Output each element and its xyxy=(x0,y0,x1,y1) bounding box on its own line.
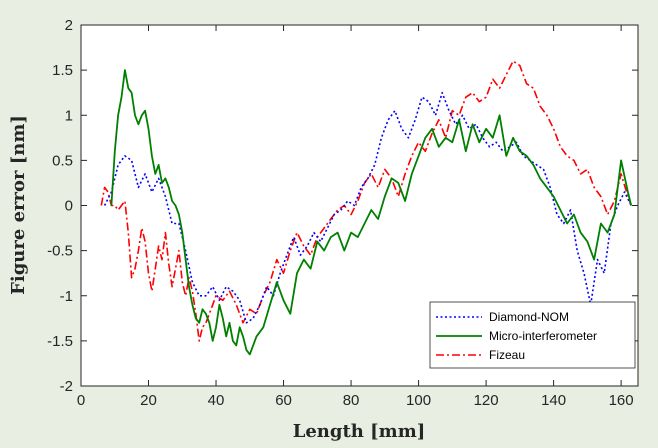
y-tick-label: -1 xyxy=(60,288,73,305)
y-tick-label: 1 xyxy=(65,107,73,124)
plot-frame xyxy=(80,24,639,387)
legend-label: Micro-interferometer xyxy=(489,329,597,343)
series-line-fizeau xyxy=(100,60,632,342)
series-line-micro-interferometer xyxy=(110,69,633,356)
x-tick-label: 20 xyxy=(140,392,157,409)
y-tick-label: -0.5 xyxy=(47,243,73,260)
x-axis-label: Length [mm] xyxy=(293,421,426,442)
series-lines xyxy=(100,60,633,356)
y-tick-label: 2 xyxy=(65,17,73,34)
y-tick-label: -1.5 xyxy=(47,333,73,350)
legend-label: Fizeau xyxy=(489,348,525,362)
x-tick-label: 40 xyxy=(208,392,225,409)
y-tick-labels: -2 -1.5 -1 -0.5 0 0.5 1 1.5 2 xyxy=(47,17,73,395)
x-tick-label: 80 xyxy=(343,392,360,409)
legend-items: Diamond-NOM Micro-interferometer Fizeau xyxy=(436,310,597,362)
series-line-diamond-nom xyxy=(103,91,632,324)
y-tick-label: 1.5 xyxy=(52,62,73,79)
x-tick-label: 140 xyxy=(541,392,566,409)
x-tick-label: 60 xyxy=(275,392,292,409)
x-tick-label: 120 xyxy=(474,392,499,409)
x-tick-label: 0 xyxy=(77,392,85,409)
legend-box xyxy=(429,301,636,369)
x-tick-label: 100 xyxy=(406,392,431,409)
x-tick-label: 160 xyxy=(609,392,634,409)
y-tick-label: -2 xyxy=(60,378,73,395)
y-tick-label: 0 xyxy=(65,198,73,215)
legend-label: Diamond-NOM xyxy=(489,310,569,324)
y-axis-label: Figure error [nm] xyxy=(8,115,29,295)
x-tick-labels: 0 20 40 60 80 100 120 140 160 xyxy=(77,392,634,409)
y-tick-label: 0.5 xyxy=(52,152,73,169)
legend: Diamond-NOM Micro-interferometer Fizeau xyxy=(429,301,636,369)
